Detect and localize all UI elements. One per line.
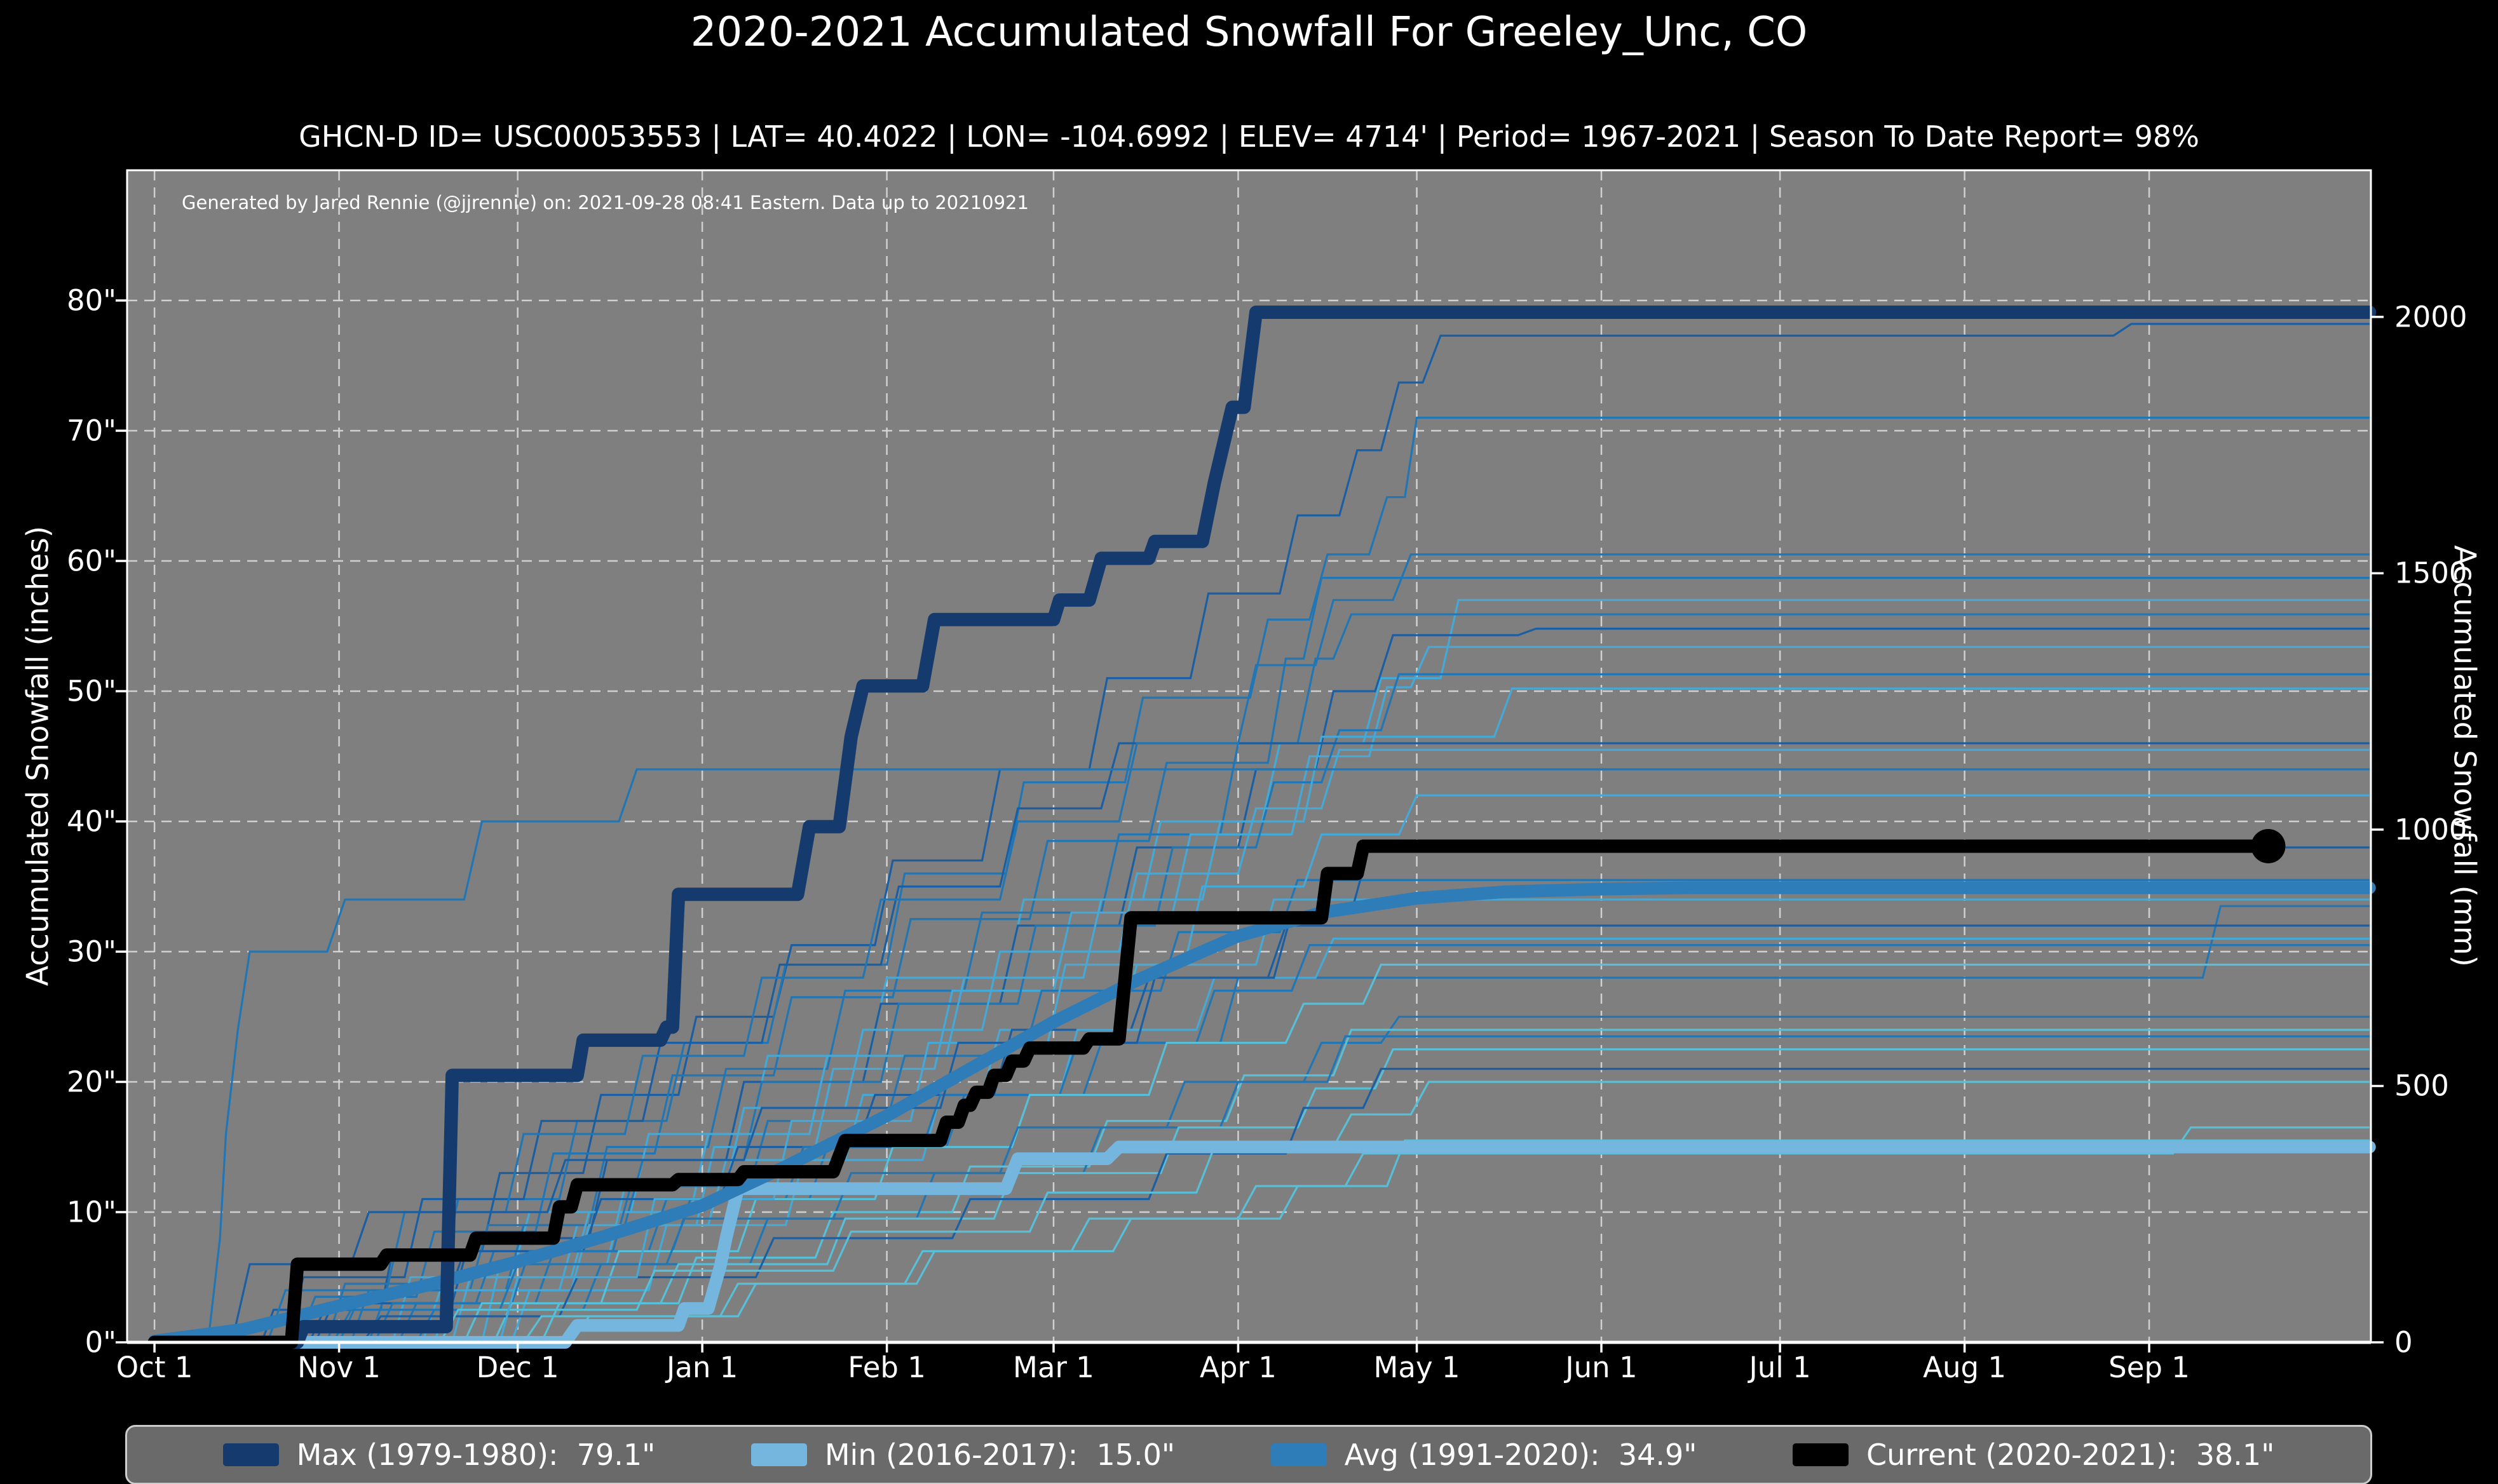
y-axis-tick-label-inches: 30" xyxy=(67,934,116,969)
historical-season-line xyxy=(154,1015,2370,1344)
y-axis-tick-label-inches: 60" xyxy=(67,544,116,578)
legend-item-avg: Avg (1991-2020): 34.9" xyxy=(1270,1438,1697,1472)
legend-label-avg: Avg (1991-2020): 34.9" xyxy=(1344,1438,1697,1472)
historical-season-line xyxy=(154,768,2370,1344)
series-avg-line xyxy=(148,881,2376,1347)
historical-season-line xyxy=(154,323,2370,1344)
x-axis-month-label: Apr 1 xyxy=(1200,1351,1277,1384)
legend-item-min: Min (2016-2017): 15.0" xyxy=(750,1438,1176,1472)
credit-text: Generated by Jared Rennie (@jjrennie) on… xyxy=(182,192,1029,213)
historical-season-line xyxy=(154,742,2370,1344)
series-max-line xyxy=(147,305,2377,1349)
legend-label-current: Current (2020-2021): 38.1" xyxy=(1866,1438,2275,1472)
legend-swatch-current xyxy=(1793,1443,1849,1466)
historical-season-line xyxy=(154,553,2370,1344)
legend-item-max: Max (1979-1980): 79.1" xyxy=(222,1438,656,1472)
historical-season-line xyxy=(154,1048,2370,1344)
historical-season-line xyxy=(154,613,2370,1344)
chart-legend: Max (1979-1980): 79.1" Min (2016-2017): … xyxy=(125,1425,2372,1484)
legend-label-max: Max (1979-1980): 79.1" xyxy=(296,1438,656,1472)
historical-season-line xyxy=(154,687,2370,1344)
legend-swatch-max xyxy=(222,1443,279,1466)
historical-season-line xyxy=(154,924,2370,1344)
historical-season-line xyxy=(154,748,2370,1344)
legend-item-current: Current (2020-2021): 38.1" xyxy=(1793,1438,2274,1472)
y-axis-tick-label-mm: 2000 xyxy=(2394,300,2467,334)
historical-season-line xyxy=(154,645,2370,1344)
x-axis-month-label: Jul 1 xyxy=(1749,1351,1811,1384)
x-axis-month-label: Jun 1 xyxy=(1565,1351,1638,1384)
series-current-line xyxy=(147,839,2275,1349)
x-axis-month-label: Jan 1 xyxy=(666,1351,738,1384)
y-axis-tick-label-inches: 10" xyxy=(67,1195,116,1229)
y-axis-tick-label-inches: 80" xyxy=(67,283,116,318)
x-axis-month-label: Mar 1 xyxy=(1013,1351,1094,1384)
series-min-line xyxy=(148,1140,2376,1349)
historical-season-line xyxy=(154,1081,2370,1344)
y-axis-tick-label-mm: 500 xyxy=(2394,1069,2449,1103)
y-axis-tick-label-inches: 70" xyxy=(67,414,116,448)
legend-label-min: Min (2016-2017): 15.0" xyxy=(824,1438,1176,1472)
page-title: 2020-2021 Accumulated Snowfall For Greel… xyxy=(690,9,1808,56)
x-axis-month-label: May 1 xyxy=(1373,1351,1460,1384)
x-axis-month-label: Sep 1 xyxy=(2108,1351,2190,1384)
y-axis-title-inches: Accumulated Snowfall (inches) xyxy=(20,525,56,987)
y-axis-tick-label-mm: 1500 xyxy=(2394,556,2467,590)
station-subtitle: GHCN-D ID= USC00053553 | LAT= 40.4022 | … xyxy=(299,119,2199,154)
y-axis-tick-label-inches: 20" xyxy=(67,1065,116,1099)
y-axis-title-mm: Accumulated Snowfall (mm) xyxy=(2447,545,2482,967)
historical-season-line xyxy=(154,1067,2370,1344)
x-axis-month-label: Nov 1 xyxy=(297,1351,381,1384)
current-season-end-marker xyxy=(2251,828,2286,863)
legend-swatch-avg xyxy=(1270,1443,1327,1466)
y-axis-tick-label-mm: 1000 xyxy=(2394,813,2467,847)
y-axis-tick-label-mm: 0 xyxy=(2394,1325,2413,1359)
y-axis-tick-label-inches: 0" xyxy=(85,1325,116,1359)
historical-season-line xyxy=(154,577,2370,1344)
legend-swatch-min xyxy=(750,1443,807,1466)
x-axis-month-label: Dec 1 xyxy=(476,1351,559,1384)
historical-season-line xyxy=(154,1139,2370,1344)
x-axis-month-label: Oct 1 xyxy=(116,1351,193,1384)
x-axis-month-label: Feb 1 xyxy=(848,1351,926,1384)
snowfall-line-chart xyxy=(116,169,2384,1352)
x-axis-month-label: Aug 1 xyxy=(1923,1351,2006,1384)
y-axis-tick-label-inches: 50" xyxy=(67,674,116,708)
y-axis-tick-label-inches: 40" xyxy=(67,804,116,839)
